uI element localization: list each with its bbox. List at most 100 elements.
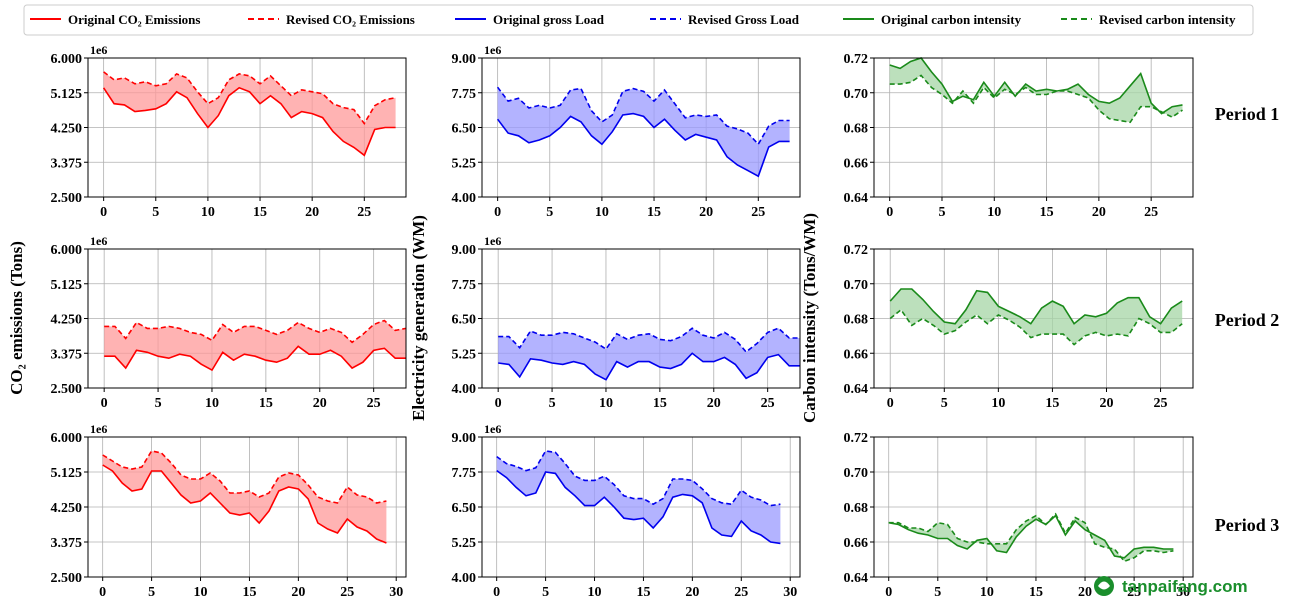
y-tick-label: 0.66 bbox=[844, 536, 869, 551]
original-series-line bbox=[889, 57, 1183, 115]
x-tick-label: 10 bbox=[201, 205, 215, 220]
chart-panel-7: 2.500 3.375 4.250 5.125 6.000 0 5 10 15 20 25 30 1e6 bbox=[51, 422, 407, 600]
fill-between-area bbox=[889, 58, 1183, 123]
x-tick-label: 10 bbox=[987, 205, 1001, 220]
x-tick-label: 10 bbox=[595, 205, 609, 220]
x-tick-label: 10 bbox=[194, 585, 208, 600]
chart-panel-8: 4.00 5.25 6.50 7.75 9.00 0 5 10 15 20 25 30 1e6 bbox=[452, 422, 801, 600]
legend-label-4: Revised Gross Load bbox=[688, 12, 800, 27]
y-tick-label: 6.50 bbox=[452, 501, 477, 516]
axis-exponent-label: 1e6 bbox=[484, 234, 501, 248]
chart-panel-3: 0.64 0.66 0.68 0.70 0.72 0 5 10 15 20 25 bbox=[844, 52, 1194, 220]
x-tick-label: 25 bbox=[367, 396, 381, 411]
y-tick-label: 0.68 bbox=[844, 313, 869, 328]
y-tick-label: 9.00 bbox=[452, 52, 477, 67]
fill-between-area bbox=[104, 320, 406, 371]
original-series-line bbox=[102, 464, 387, 544]
y-tick-label: 2.500 bbox=[51, 191, 83, 206]
legend-label-3: Original gross Load bbox=[493, 12, 605, 27]
chart-panels: 2.500 3.375 4.250 5.125 6.000 0 5 10 15 20 25 1e6 4.… bbox=[51, 43, 1194, 600]
x-tick-label: 15 bbox=[253, 205, 267, 220]
revised-series-line bbox=[104, 319, 407, 344]
revised-series-line bbox=[102, 450, 387, 504]
chart-panel-6: 0.64 0.66 0.68 0.70 0.72 0 5 10 15 20 25 bbox=[844, 243, 1194, 411]
y-tick-label: 4.00 bbox=[452, 382, 477, 397]
y-tick-label: 5.25 bbox=[452, 536, 477, 551]
x-tick-label: 0 bbox=[100, 205, 107, 220]
x-tick-label: 5 bbox=[549, 396, 556, 411]
y-tick-label: 6.50 bbox=[452, 313, 477, 328]
chart-panel-5: 4.00 5.25 6.50 7.75 9.00 0 5 10 15 20 25 1e6 bbox=[452, 234, 801, 411]
x-tick-label: 15 bbox=[647, 205, 661, 220]
y-tick-label: 0.64 bbox=[844, 571, 869, 586]
y-tick-label: 4.250 bbox=[51, 501, 83, 516]
y-tick-label: 0.68 bbox=[844, 122, 869, 137]
y-tick-label: 2.500 bbox=[51, 571, 83, 586]
x-tick-label: 10 bbox=[588, 585, 602, 600]
y-tick-label: 9.00 bbox=[452, 243, 477, 258]
x-tick-label: 15 bbox=[653, 396, 667, 411]
chart-panel-2: 4.00 5.25 6.50 7.75 9.00 0 5 10 15 20 25 1e6 bbox=[452, 43, 801, 220]
chart-panel-1: 2.500 3.375 4.250 5.125 6.000 0 5 10 15 20 25 1e6 bbox=[51, 43, 407, 220]
legend-label-1: Original CO₂ Emissions bbox=[68, 12, 200, 27]
x-tick-label: 25 bbox=[1127, 585, 1141, 600]
legend-label-2: Revised CO₂ Emissions bbox=[286, 12, 415, 27]
x-tick-label: 15 bbox=[1029, 585, 1043, 600]
x-tick-label: 0 bbox=[887, 396, 894, 411]
x-tick-label: 25 bbox=[761, 396, 775, 411]
y-tick-label: 3.375 bbox=[51, 347, 83, 362]
y-tick-label: 0.66 bbox=[844, 347, 869, 362]
x-tick-label: 15 bbox=[259, 396, 273, 411]
x-tick-label: 20 bbox=[699, 205, 713, 220]
x-tick-label: 20 bbox=[291, 585, 305, 600]
x-tick-label: 0 bbox=[101, 396, 108, 411]
revised-series-line bbox=[889, 308, 1183, 346]
original-series-line bbox=[104, 345, 406, 372]
y-tick-label: 0.72 bbox=[844, 431, 869, 446]
chart-panel-9: 0.64 0.66 0.68 0.70 0.72 0 5 10 15 20 25 30 bbox=[844, 431, 1194, 600]
x-tick-label: 0 bbox=[494, 205, 501, 220]
y-tick-label: 0.70 bbox=[844, 278, 869, 293]
original-series-line bbox=[496, 112, 790, 178]
y-tick-label: 6.000 bbox=[51, 431, 83, 446]
x-tick-label: 0 bbox=[493, 585, 500, 600]
y-tick-label: 3.375 bbox=[51, 156, 83, 171]
y-tick-label: 5.125 bbox=[51, 87, 83, 102]
y-tick-label: 0.68 bbox=[844, 501, 869, 516]
fill-between-area bbox=[498, 328, 800, 380]
fill-between-area bbox=[497, 87, 790, 177]
period-label-3: Period 3 bbox=[1215, 515, 1280, 535]
x-tick-label: 5 bbox=[152, 205, 159, 220]
y-tick-label: 0.72 bbox=[844, 52, 869, 67]
x-tick-label: 5 bbox=[941, 396, 948, 411]
y-tick-label: 0.64 bbox=[844, 191, 869, 206]
x-tick-label: 10 bbox=[991, 396, 1005, 411]
y-tick-label: 6.000 bbox=[51, 243, 83, 258]
x-tick-label: 20 bbox=[685, 585, 699, 600]
original-series-line bbox=[496, 469, 781, 545]
watermark: tanpaifang.com bbox=[1094, 576, 1248, 596]
y-axis-label-2: Electricity generation (WM) bbox=[409, 215, 428, 421]
revised-series-line bbox=[496, 86, 790, 146]
y-tick-label: 5.25 bbox=[452, 156, 477, 171]
x-tick-label: 10 bbox=[980, 585, 994, 600]
x-tick-label: 30 bbox=[1176, 585, 1190, 600]
y-axis-label-1: CO₂ emissions (Tons) bbox=[7, 241, 26, 395]
fill-between-area bbox=[888, 514, 1174, 562]
y-tick-label: 7.75 bbox=[452, 87, 477, 102]
x-tick-label: 20 bbox=[313, 396, 327, 411]
x-tick-label: 5 bbox=[542, 585, 549, 600]
y-tick-label: 0.72 bbox=[844, 243, 869, 258]
y-tick-label: 9.00 bbox=[452, 431, 477, 446]
y-tick-label: 4.250 bbox=[51, 313, 83, 328]
x-tick-label: 30 bbox=[389, 585, 403, 600]
watermark-leaf-icon bbox=[1098, 581, 1110, 590]
y-axis-label-3: Carbon intensity (Tons/WM) bbox=[800, 213, 819, 423]
x-tick-label: 0 bbox=[495, 396, 502, 411]
x-tick-label: 0 bbox=[886, 205, 893, 220]
axis-exponent-label: 1e6 bbox=[484, 43, 501, 57]
x-tick-label: 10 bbox=[205, 396, 219, 411]
x-tick-label: 5 bbox=[934, 585, 941, 600]
x-tick-label: 5 bbox=[938, 205, 945, 220]
original-series-line bbox=[888, 514, 1174, 559]
